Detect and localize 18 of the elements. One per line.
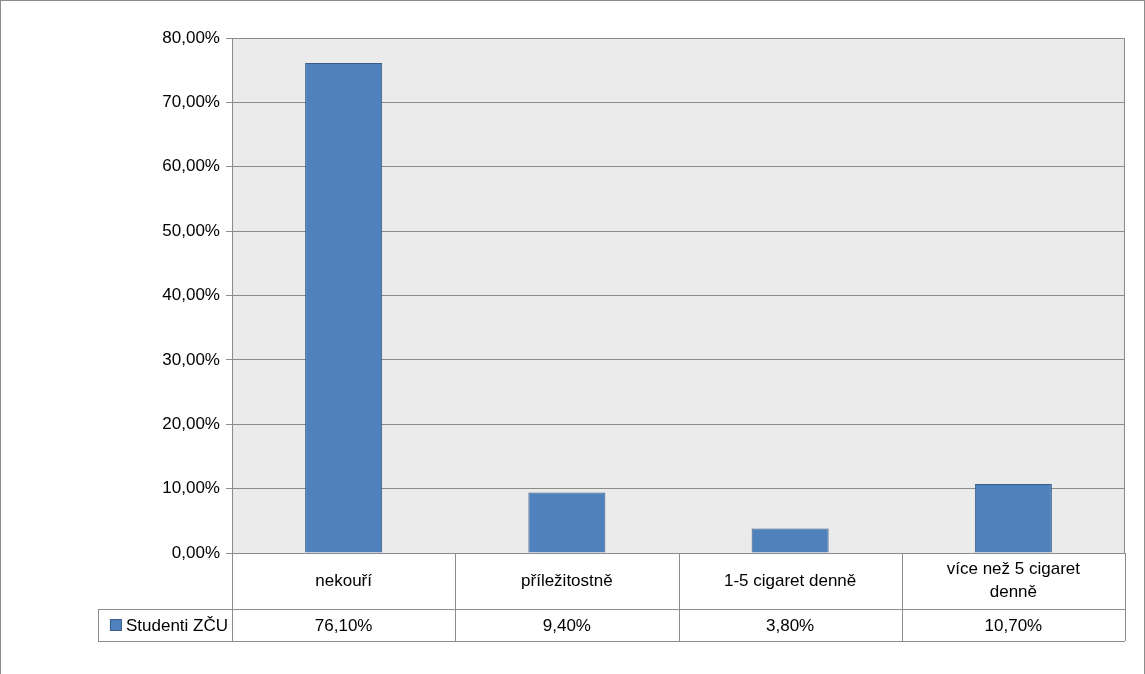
y-tick-label: 10,00%	[162, 478, 220, 498]
y-tick-label: 80,00%	[162, 27, 220, 47]
x-tick-label: více než 5 cigaret denně	[946, 559, 1081, 602]
x-tick-label: příležitostně	[521, 570, 613, 590]
data-label: 10,70%	[984, 615, 1043, 635]
y-tick-label: 20,00%	[162, 413, 220, 433]
x-tick-label: 1-5 cigaret denně	[723, 570, 857, 590]
y-tick-label: 40,00%	[162, 285, 220, 305]
y-tick-label: 0,00%	[171, 542, 220, 562]
data-label: 3,80%	[766, 615, 815, 635]
y-tick-label: 60,00%	[162, 156, 220, 176]
y-tick-label: 70,00%	[162, 92, 220, 112]
legend-label: Studenti ZČU	[125, 615, 229, 635]
data-label: 9,40%	[542, 615, 591, 635]
y-tick-label: 30,00%	[162, 349, 220, 369]
x-tick-label: nekouří	[315, 570, 373, 590]
data-label: 76,10%	[314, 615, 373, 635]
y-tick-label: 50,00%	[162, 220, 220, 240]
